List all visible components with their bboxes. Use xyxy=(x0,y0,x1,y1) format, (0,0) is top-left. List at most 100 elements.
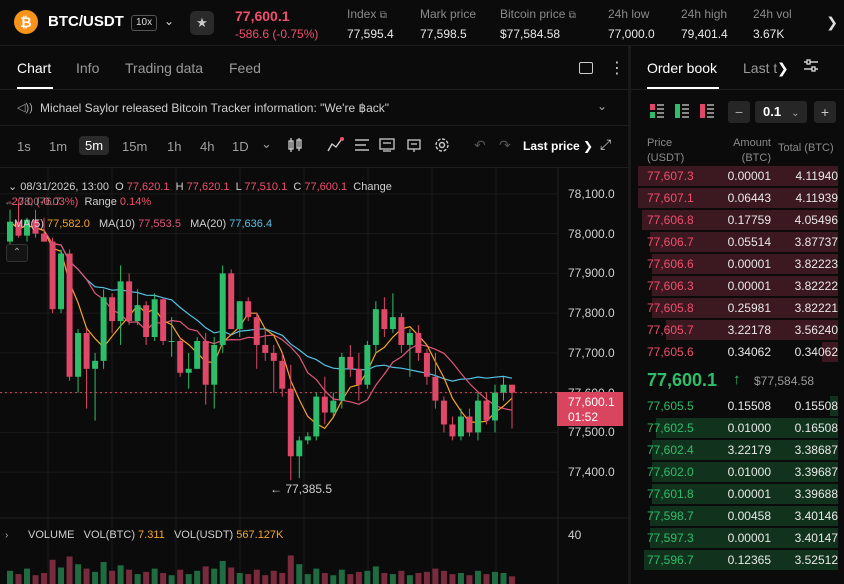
bid-row[interactable]: 77,601.8 0.00001 3.39688 xyxy=(631,483,844,505)
timeframe-15m[interactable]: 15m xyxy=(122,139,148,154)
chevron-right-icon[interactable]: › xyxy=(5,530,9,541)
candle-body xyxy=(134,305,141,322)
last-price-toggle[interactable]: Last price ❯ xyxy=(523,139,593,153)
news-ticker[interactable]: ◁)) Michael Saylor released Bitcoin Trac… xyxy=(0,90,628,126)
price-change: -586.6 (-0.75%) xyxy=(235,27,319,41)
ask-row[interactable]: 77,606.8 0.17759 4.05496 xyxy=(631,209,844,231)
step-size-select[interactable]: 0.1 ⌄ xyxy=(755,101,807,123)
ask-row[interactable]: 77,605.6 0.34062 0.34062 xyxy=(631,341,844,363)
tab-feed[interactable]: Feed xyxy=(229,60,261,76)
orderbook-tabs: Order book Last trades ❯ xyxy=(631,46,844,90)
stat-index[interactable]: Index ⧉ 77,595.4 xyxy=(347,7,394,41)
candle-type-icon[interactable] xyxy=(287,137,303,156)
depth-bar xyxy=(638,166,838,186)
bid-row[interactable]: 77,602.4 3.22179 3.38687 xyxy=(631,439,844,461)
range-label: Range xyxy=(84,196,117,208)
undo-icon[interactable]: ↶ xyxy=(474,137,486,153)
external-link-icon[interactable]: ⧉ xyxy=(568,10,576,21)
last-price-toggle-label: Last price xyxy=(523,139,580,153)
tab-last-trades[interactable]: Last trades xyxy=(743,60,777,76)
timeframe-1h[interactable]: 1h xyxy=(167,139,182,154)
chevron-down-icon[interactable]: ⌄ xyxy=(597,99,608,113)
row-amount: 0.12365 xyxy=(727,553,771,567)
timeframe-4h[interactable]: 4h xyxy=(200,139,215,154)
ask-row[interactable]: 77,606.6 0.00001 3.82223 xyxy=(631,253,844,275)
ohlc-date: 08/31/2026, 13:00 xyxy=(20,181,109,193)
ask-row[interactable]: 77,605.8 0.25981 3.82221 xyxy=(631,297,844,319)
depth-bar xyxy=(652,462,838,482)
bid-row[interactable]: 77,597.3 0.00001 3.40147 xyxy=(631,527,844,549)
tab-trading-data[interactable]: Trading data xyxy=(125,60,204,76)
news-headline[interactable]: Michael Saylor released Bitcoin Tracker … xyxy=(40,101,390,115)
row-total: 3.38687 xyxy=(794,443,838,457)
leverage-badge[interactable]: 10x xyxy=(131,15,158,31)
timeframe-1s[interactable]: 1s xyxy=(17,139,31,154)
chevron-down-icon[interactable]: ⌄ xyxy=(261,136,272,151)
candlestick-chart[interactable] xyxy=(0,168,628,584)
chart-toolbar: 1s 1m 5m 15m 1h 4h 1D ⌄ ↶ ↷ Last price ❯… xyxy=(0,126,628,168)
tab-chart[interactable]: Chart xyxy=(17,60,52,76)
bid-row[interactable]: 77,596.7 0.12365 3.52512 xyxy=(631,549,844,571)
timeframe-5m[interactable]: 5m xyxy=(79,136,110,155)
gear-icon[interactable] xyxy=(434,137,450,156)
chevron-down-icon[interactable]: ⌄ xyxy=(164,14,175,28)
view-both-icon[interactable] xyxy=(650,104,664,118)
bid-row[interactable]: 77,602.5 0.01000 0.16508 xyxy=(631,417,844,439)
expand-icon[interactable]: ⤢ xyxy=(600,136,612,152)
candle-body xyxy=(100,297,107,361)
tab-info[interactable]: Info xyxy=(76,60,100,76)
volume-bar xyxy=(24,568,31,584)
ask-row[interactable]: 77,606.7 0.05514 3.87737 xyxy=(631,231,844,253)
candle-body xyxy=(24,219,31,236)
stat-bitcoin-price[interactable]: Bitcoin price ⧉ $77,584.58 xyxy=(500,7,576,41)
depth-bar xyxy=(652,276,838,296)
volume-label: VOLUME xyxy=(28,529,75,541)
row-total: 3.56240 xyxy=(794,323,838,337)
chevron-right-icon[interactable]: ❯ xyxy=(777,60,789,76)
ask-row[interactable]: 77,607.1 0.06443 4.11939 xyxy=(631,187,844,209)
row-total: 3.40146 xyxy=(794,509,838,523)
increase-step-button[interactable]: + xyxy=(814,101,836,123)
bid-row[interactable]: 77,602.0 0.01000 3.39687 xyxy=(631,461,844,483)
ask-row[interactable]: 77,605.7 3.22178 3.56240 xyxy=(631,319,844,341)
candle-body xyxy=(381,309,388,330)
tab-order-book[interactable]: Order book xyxy=(647,60,718,76)
stat-value: 79,401.4 xyxy=(681,27,728,41)
chevron-down-icon[interactable]: ⌄ xyxy=(8,181,18,193)
row-price: 77,597.3 xyxy=(647,531,694,545)
redo-icon[interactable]: ↷ xyxy=(499,137,511,153)
drawing-tools-icon[interactable] xyxy=(354,137,370,156)
collapse-indicators-button[interactable]: ⌃ xyxy=(6,244,28,262)
bid-row[interactable]: 77,598.7 0.00458 3.40146 xyxy=(631,505,844,527)
volume-bar xyxy=(7,570,13,584)
candle-body xyxy=(457,416,464,437)
window-toggle-icon[interactable] xyxy=(579,62,593,74)
view-bids-icon[interactable] xyxy=(675,104,689,118)
candle-body xyxy=(236,301,243,330)
candle-body xyxy=(466,416,473,433)
favorite-star-icon[interactable]: ★ xyxy=(190,11,214,35)
volume-bar xyxy=(117,565,124,584)
header-scroll-right[interactable]: ❯ xyxy=(800,12,844,36)
row-total: 3.40147 xyxy=(794,531,838,545)
timeframe-1m[interactable]: 1m xyxy=(49,139,68,154)
sliders-icon[interactable] xyxy=(803,58,819,77)
alert-icon[interactable] xyxy=(406,137,422,156)
external-link-icon[interactable]: ⧉ xyxy=(379,10,387,21)
volume-bar xyxy=(355,571,362,584)
candle-body xyxy=(304,436,311,441)
bid-row[interactable]: 77,605.5 0.15508 0.15508 xyxy=(631,395,844,417)
row-amount: 0.00458 xyxy=(727,509,771,523)
chevron-right-icon[interactable]: ❯ xyxy=(826,14,838,30)
timeframe-1d[interactable]: 1D xyxy=(232,139,249,154)
ask-row[interactable]: 77,606.3 0.00001 3.82222 xyxy=(631,275,844,297)
more-options-icon[interactable]: ⋮ xyxy=(609,60,625,77)
pair-selector[interactable]: BTC/USDT xyxy=(48,13,124,30)
panel-divider[interactable] xyxy=(628,46,631,584)
view-asks-icon[interactable] xyxy=(700,104,714,118)
row-price: 77,596.7 xyxy=(647,553,694,567)
indicators-icon[interactable] xyxy=(327,137,345,156)
template-icon[interactable] xyxy=(379,137,395,156)
ask-row[interactable]: 77,607.3 0.00001 4.11940 xyxy=(631,165,844,187)
decrease-step-button[interactable]: − xyxy=(728,101,750,123)
